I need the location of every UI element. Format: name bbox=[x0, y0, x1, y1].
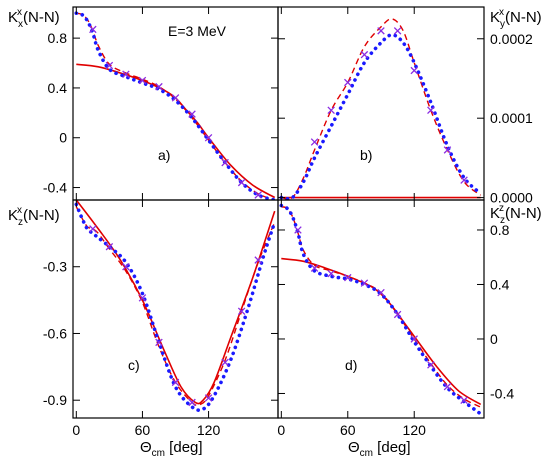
y-axis-label: Kyx(N-N) bbox=[490, 7, 542, 30]
data-point-marker bbox=[360, 279, 369, 287]
x-tick-label: 60 bbox=[340, 422, 356, 438]
data-point-marker bbox=[254, 191, 262, 199]
data-point-marker bbox=[237, 307, 246, 315]
panel-b: 0.0000 0.0001 0.0002 b) Kyx(N-N) bbox=[277, 6, 542, 206]
data-point-marker bbox=[310, 138, 319, 146]
x-tick-label: 60 bbox=[135, 422, 151, 438]
data-point-marker bbox=[105, 61, 114, 70]
y-axis-label: Kzx(N-N) bbox=[8, 205, 60, 228]
data-point-marker bbox=[310, 264, 319, 272]
series-solid-d bbox=[281, 257, 482, 406]
data-point-marker bbox=[204, 394, 213, 402]
panel-label: b) bbox=[360, 147, 372, 163]
data-point-marker bbox=[122, 262, 130, 271]
panel-label: c) bbox=[128, 357, 140, 373]
data-point-marker bbox=[360, 50, 369, 59]
y-tick-label: 0.0001 bbox=[490, 110, 533, 126]
markers-a bbox=[89, 25, 262, 199]
data-point-marker bbox=[155, 338, 163, 347]
panel-label: d) bbox=[345, 357, 357, 373]
data-point-marker bbox=[188, 110, 196, 118]
y-axis-label: Kxx(N-N) bbox=[8, 7, 60, 30]
data-point-marker bbox=[221, 158, 229, 167]
y-tick-label: 0.4 bbox=[490, 276, 510, 292]
data-point-marker bbox=[393, 310, 402, 319]
data-point-marker bbox=[443, 382, 452, 391]
x-tick-label: 120 bbox=[403, 422, 427, 438]
series-dashed-d bbox=[281, 206, 482, 408]
y-tick-label: 0.4 bbox=[48, 80, 68, 96]
y-axis-label: Kzz(N-N) bbox=[490, 203, 542, 226]
data-point-marker bbox=[105, 242, 114, 251]
data-point-marker bbox=[344, 273, 352, 282]
panel-frame bbox=[72, 199, 279, 419]
y-tick-label: -0.6 bbox=[43, 325, 67, 341]
x-tick-label: 120 bbox=[197, 422, 221, 438]
data-point-marker bbox=[89, 25, 97, 34]
data-point-marker bbox=[138, 294, 147, 302]
y-tick-label: 0.0002 bbox=[490, 31, 533, 47]
markers-d bbox=[294, 226, 468, 405]
data-point-marker bbox=[377, 27, 385, 35]
panel-label: a) bbox=[158, 147, 170, 163]
y-tick-label: 0 bbox=[59, 130, 67, 146]
data-point-marker bbox=[393, 27, 402, 35]
y-tick-label: -0.4 bbox=[490, 385, 514, 401]
markers-c bbox=[89, 225, 262, 407]
x-tick-label: 0 bbox=[277, 422, 285, 438]
series-solid-a bbox=[76, 63, 276, 199]
data-point-marker bbox=[122, 70, 130, 78]
data-point-marker bbox=[138, 76, 147, 85]
series-dotted-d bbox=[279, 203, 483, 416]
y-tick-label: 0.8 bbox=[490, 222, 510, 238]
data-point-marker bbox=[344, 78, 352, 87]
x-axis-label: Θcm [deg] bbox=[140, 439, 203, 459]
data-point-marker bbox=[427, 361, 435, 369]
y-tick-label: -0.9 bbox=[43, 392, 67, 408]
data-point-marker bbox=[327, 269, 335, 278]
data-point-marker bbox=[377, 288, 385, 297]
data-point-marker bbox=[254, 256, 262, 264]
panel-c: -0.9 -0.6 -0.3 0 60 120 c) Kzx(N-N) bbox=[8, 199, 279, 438]
energy-annotation: E=3 MeV bbox=[168, 23, 227, 39]
data-point-marker bbox=[237, 178, 246, 187]
panel-d: -0.4 0 0.4 0.8 0 60 120 d) Kzz(N-N) bbox=[277, 199, 542, 438]
panel-a: -0.4 0 0.4 0.8 a) E=3 MeV Kxx(N-N) bbox=[8, 6, 279, 201]
data-point-marker bbox=[410, 335, 418, 343]
data-point-marker bbox=[89, 225, 97, 233]
y-tick-label: 0.8 bbox=[48, 30, 68, 46]
series-dotted-b bbox=[279, 32, 483, 200]
series-solid-c bbox=[75, 200, 276, 405]
data-point-marker bbox=[171, 378, 180, 387]
series-dotted-a bbox=[74, 11, 277, 200]
data-point-marker bbox=[221, 358, 229, 367]
data-point-marker bbox=[460, 176, 468, 184]
y-tick-label: -0.4 bbox=[43, 180, 67, 196]
series-dotted-c bbox=[74, 202, 277, 413]
x-axis-label: Θcm [deg] bbox=[348, 439, 411, 459]
panel-frame bbox=[277, 199, 485, 419]
series-dashed-b bbox=[281, 18, 482, 200]
y-tick-label: 0.0000 bbox=[490, 190, 533, 206]
data-point-marker bbox=[188, 398, 196, 407]
data-point-marker bbox=[171, 94, 180, 102]
data-point-marker bbox=[460, 396, 468, 405]
data-point-marker bbox=[155, 82, 163, 91]
data-point-marker bbox=[204, 133, 213, 142]
markers-b bbox=[310, 27, 468, 184]
series-dashed-a bbox=[76, 12, 275, 200]
y-tick-label: 0 bbox=[490, 331, 498, 347]
data-point-marker bbox=[294, 226, 302, 234]
y-tick-label: -0.3 bbox=[43, 259, 67, 275]
data-point-marker bbox=[427, 106, 435, 115]
x-tick-label: 0 bbox=[72, 422, 80, 438]
data-point-marker bbox=[410, 66, 418, 75]
data-point-marker bbox=[327, 106, 335, 115]
data-point-marker bbox=[443, 146, 452, 154]
